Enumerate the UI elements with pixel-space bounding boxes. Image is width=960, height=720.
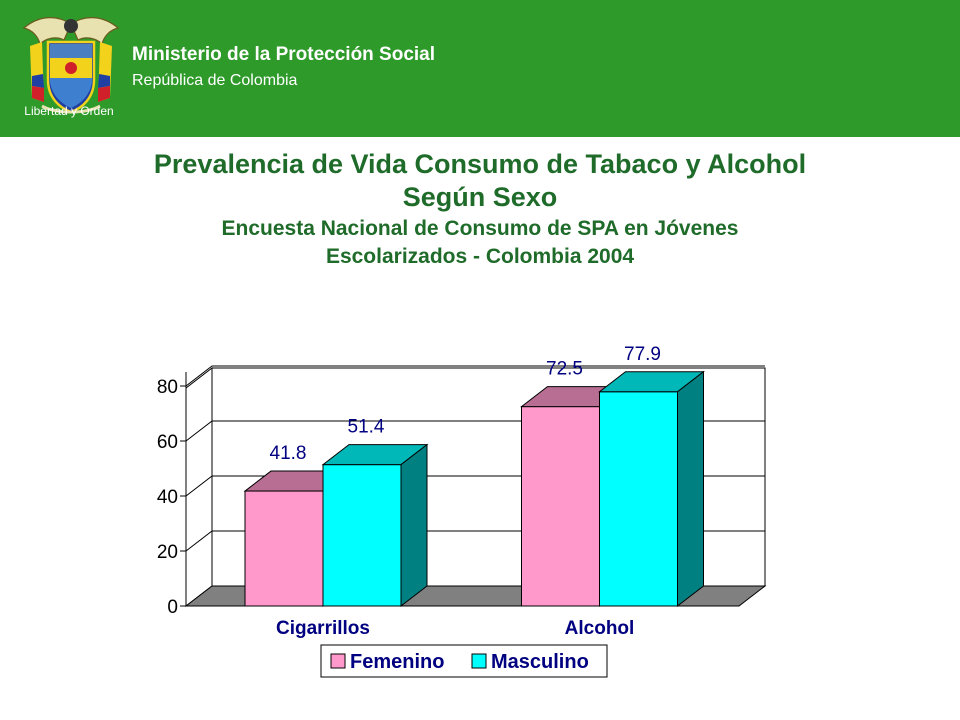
bar-front (322, 464, 402, 607)
data-label: 72.5 (546, 359, 583, 380)
country-name: República de Colombia (132, 72, 298, 89)
legend-swatch (330, 653, 346, 669)
bar-side (400, 443, 428, 608)
ministry-name: Ministerio de la Protección Social (132, 44, 436, 65)
title-line-1: Prevalencia de Vida Consumo de Tabaco y … (153, 149, 807, 179)
data-label: 77.9 (624, 344, 661, 365)
y-tick-label: 0 (167, 597, 178, 618)
legend-label: Femenino (350, 651, 444, 673)
plot-side-wall (185, 366, 213, 608)
legend-label: Masculino (491, 651, 589, 673)
y-tick-label: 80 (157, 377, 178, 398)
data-label: 41.8 (270, 443, 307, 464)
motto-text: Libertad y Orden (24, 104, 114, 118)
data-label: 51.4 (348, 417, 385, 438)
header-banner: Libertad y Orden Ministerio de la Protec… (0, 0, 960, 137)
gridline (185, 365, 765, 387)
title-line-2: Según Sexo (402, 182, 558, 212)
category-label: Alcohol (565, 618, 635, 639)
subtitle-line-1: Encuesta Nacional de Consumo de SPA en J… (221, 217, 739, 240)
bar-front (521, 406, 600, 607)
bar-side (677, 370, 704, 608)
subtitle-line-2: Escolarizados - Colombia 2004 (325, 245, 635, 268)
bar-front (244, 490, 324, 607)
y-tick-label: 40 (157, 487, 178, 508)
y-tick-label: 20 (157, 542, 178, 563)
slide-titles: Prevalencia de Vida Consumo de Tabaco y … (0, 148, 960, 270)
bar-front (599, 391, 678, 607)
y-tick-label: 60 (157, 432, 178, 453)
legend-box (320, 644, 608, 678)
legend-swatch (471, 653, 487, 669)
category-label: Cigarrillos (276, 618, 370, 639)
coat-of-arms-logo (22, 17, 120, 114)
